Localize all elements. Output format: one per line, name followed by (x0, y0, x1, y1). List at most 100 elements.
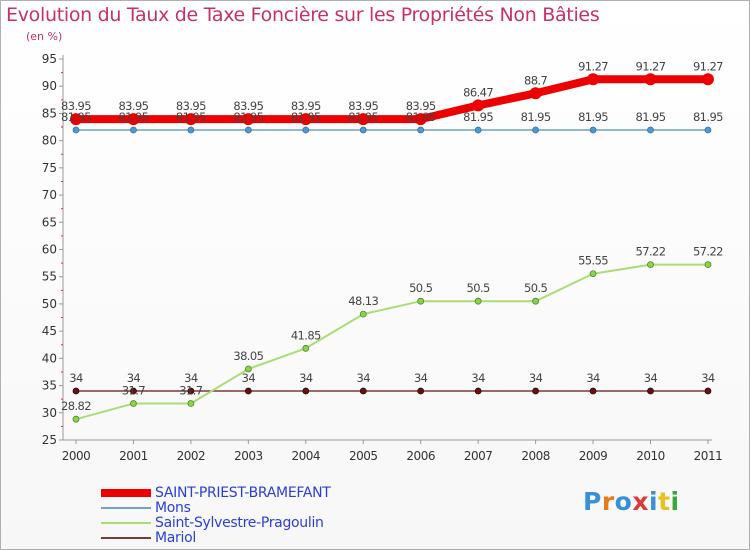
data-point (359, 126, 367, 134)
x-tick-label: 2004 (292, 449, 321, 463)
data-point (357, 113, 370, 126)
data-label: 81.95 (176, 110, 206, 124)
legend-item: Saint-Sylvestre-Pragoulin (101, 514, 324, 531)
legend-swatch (101, 488, 151, 497)
data-label: 81.95 (578, 110, 608, 124)
logo-letter: o (614, 487, 633, 516)
data-point (130, 387, 137, 395)
data-label: 81.95 (636, 110, 666, 124)
y-tick-label: 70 (42, 188, 57, 202)
y-tick-label: 25 (42, 433, 57, 447)
data-label: 57.22 (636, 245, 666, 259)
data-label: 57.22 (693, 245, 723, 259)
logo-letter: i (670, 487, 680, 516)
data-label: 34 (529, 371, 543, 385)
data-label: 86.47 (463, 85, 493, 99)
x-tick-label: 2002 (177, 449, 206, 463)
data-point (244, 365, 252, 373)
data-label: 34 (69, 371, 83, 385)
data-label: 83.95 (118, 99, 148, 113)
data-label: 34 (357, 371, 371, 385)
data-point (704, 126, 712, 134)
data-point (704, 261, 712, 269)
data-label: 81.95 (348, 110, 378, 124)
data-label: 55.55 (578, 254, 608, 268)
data-label: 38.05 (233, 349, 263, 363)
y-tick-label: 45 (42, 324, 57, 338)
data-point (704, 387, 712, 395)
data-label: 81.95 (521, 110, 551, 124)
legend-swatch (101, 536, 151, 539)
y-tick-label: 50 (42, 297, 57, 311)
legend-label: Saint-Sylvestre-Pragoulin (155, 514, 324, 531)
logo-letter: i (649, 487, 659, 516)
y-tick-label: 80 (42, 134, 57, 148)
data-point (187, 400, 195, 407)
data-point (589, 387, 597, 395)
data-label: 91.27 (693, 59, 723, 73)
y-axis-unit-label: (en %) (26, 30, 63, 43)
proxiti-logo: Proxiti (583, 487, 680, 516)
logo-letter: r (601, 487, 615, 516)
y-tick-label: 95 (42, 52, 57, 66)
data-label: 50.5 (467, 281, 490, 295)
data-label: 34 (242, 371, 256, 385)
data-point (130, 126, 137, 134)
data-point (127, 113, 140, 126)
data-point (417, 387, 425, 395)
data-label: 83.95 (348, 99, 378, 113)
data-point (647, 387, 654, 395)
data-label: 34 (701, 371, 715, 385)
data-point (302, 387, 310, 395)
data-point (302, 126, 310, 134)
y-tick-label: 90 (42, 79, 57, 93)
legend-swatch (101, 521, 151, 524)
x-tick-label: 2003 (234, 449, 263, 463)
legend-label: Mons (155, 499, 191, 516)
data-label: 88.7 (524, 73, 547, 87)
data-point (472, 99, 485, 112)
data-point (187, 126, 195, 134)
data-point (647, 261, 654, 269)
x-tick-label: 2011 (694, 449, 723, 463)
data-label: 34 (471, 371, 485, 385)
data-label: 81.95 (118, 110, 148, 124)
data-label: 83.95 (233, 99, 263, 113)
y-tick-label: 65 (42, 215, 57, 229)
y-tick-label: 40 (42, 351, 57, 365)
legend-label: Mariol (155, 529, 196, 546)
data-label: 81.95 (463, 110, 493, 124)
y-tick-label: 60 (42, 243, 57, 257)
y-tick-label: 55 (42, 270, 57, 284)
data-label: 83.95 (61, 99, 91, 113)
data-label: 83.95 (176, 99, 206, 113)
data-point (474, 297, 482, 305)
legend-swatch (101, 506, 151, 509)
data-label: 81.95 (291, 110, 321, 124)
data-point (70, 113, 82, 126)
series-line (72, 75, 712, 124)
data-point (701, 73, 714, 86)
data-label: 91.27 (636, 59, 666, 73)
chart-title: Evolution du Taux de Taxe Foncière sur l… (6, 4, 600, 26)
data-point (589, 126, 597, 134)
data-point (299, 113, 312, 126)
data-label: 50.5 (524, 281, 547, 295)
x-tick-label: 2008 (521, 449, 550, 463)
x-tick-label: 2000 (62, 449, 91, 463)
logo-letter: x (632, 487, 649, 516)
x-tick-label: 2007 (464, 449, 493, 463)
x-tick-label: 2009 (579, 449, 608, 463)
data-point (414, 113, 427, 126)
y-tick-label: 75 (42, 161, 57, 175)
data-point (187, 387, 195, 395)
data-label: 31.7 (122, 384, 145, 398)
data-label: 34 (184, 371, 198, 385)
data-label: 41.85 (291, 328, 321, 342)
data-point (417, 297, 425, 305)
data-label: 34 (644, 371, 658, 385)
x-tick-label: 2006 (406, 449, 435, 463)
data-point (242, 113, 255, 126)
data-point (244, 126, 252, 134)
